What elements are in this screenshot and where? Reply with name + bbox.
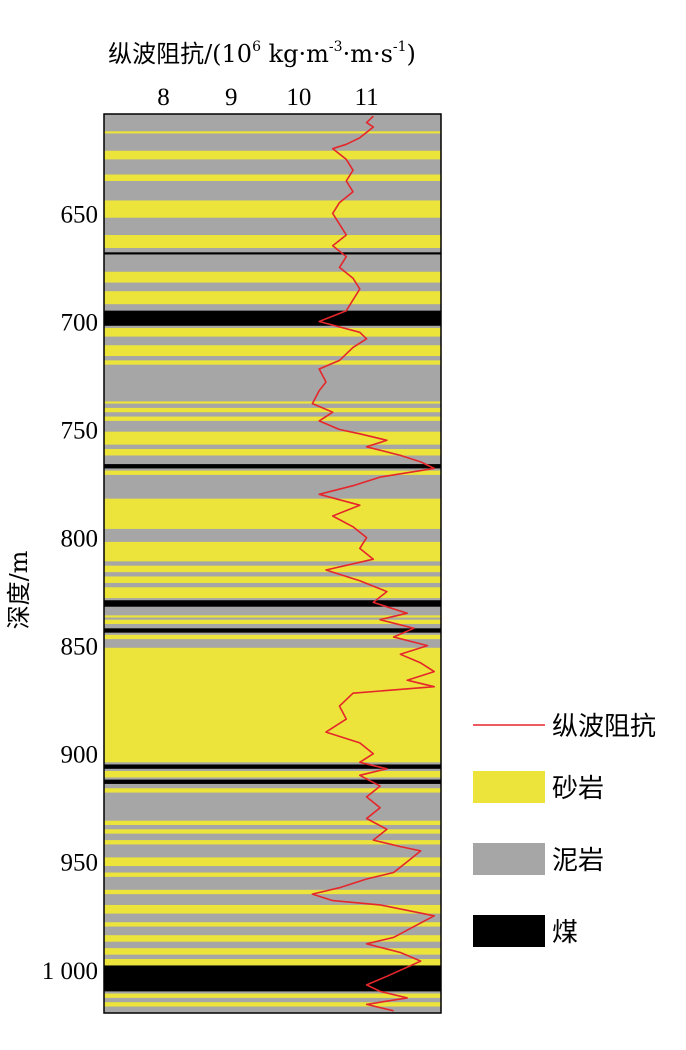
lithology-band-29 xyxy=(104,647,441,763)
lithology-band-15 xyxy=(104,431,441,445)
lithology-band-28 xyxy=(104,634,441,640)
lithology-band-22 xyxy=(104,576,441,583)
lithology-band-13 xyxy=(104,407,441,413)
lithology-band-40 xyxy=(104,904,441,914)
lithology-band-0 xyxy=(104,131,441,134)
x-axis: 8 9 10 11 xyxy=(157,84,379,128)
lithology-band-47 xyxy=(104,1002,441,1007)
lithology-band-5 xyxy=(104,252,441,255)
legend-swatch-patch xyxy=(473,771,545,803)
y-tick-label: 1 000 xyxy=(42,958,98,985)
lithology-band-34 xyxy=(104,820,441,825)
y-tick-label: 900 xyxy=(61,742,99,769)
lithology-band-35 xyxy=(104,829,441,834)
lithology-band-21 xyxy=(104,565,441,573)
y-axis: 650 700 750 800 850 900 950 1 000 xyxy=(42,201,116,985)
lithology-band-42 xyxy=(104,935,441,942)
x-tick-label: 11 xyxy=(355,84,379,111)
lithology-band-31 xyxy=(104,770,441,778)
lithology-band-30 xyxy=(104,764,441,769)
chart-title: 纵波阻抗/(106 kg·m-3·m·s-1) xyxy=(108,39,416,68)
y-tick-label: 800 xyxy=(61,526,99,553)
x-tick-label: 8 xyxy=(157,84,170,111)
legend-label: 煤 xyxy=(552,918,578,948)
lithology-band-27 xyxy=(104,628,441,633)
legend-swatch-patch xyxy=(473,843,545,875)
lithology-band-24 xyxy=(104,600,441,607)
lithology-band-1 xyxy=(104,150,441,160)
x-tick-label: 10 xyxy=(286,84,311,111)
series-line-0 xyxy=(311,115,435,1012)
legend-swatch-patch xyxy=(473,915,545,947)
plot-frame xyxy=(103,113,442,1014)
lithology-band-11 xyxy=(104,360,441,365)
lithology-band-26 xyxy=(104,619,441,625)
lithology-band-25 xyxy=(104,615,441,618)
lithology-band-43 xyxy=(104,948,441,955)
x-tick-label: 9 xyxy=(225,84,238,111)
lithology-band-39 xyxy=(104,889,441,895)
lithology-band-38 xyxy=(104,872,441,877)
lithology-band-44 xyxy=(104,958,441,966)
lithology-band-14 xyxy=(104,416,441,421)
y-tick-label: 950 xyxy=(61,850,99,877)
lithology-band-17 xyxy=(104,464,441,469)
lithology-band-33 xyxy=(104,788,441,793)
lithology-band-41 xyxy=(104,922,441,927)
lithology-band-23 xyxy=(104,587,441,599)
lithology-band-2 xyxy=(104,174,441,181)
lithology-band-46 xyxy=(104,993,441,998)
y-axis-label: 深度/m xyxy=(5,550,33,629)
lithology-band-6 xyxy=(104,271,441,283)
plot-area xyxy=(103,113,442,1014)
lithology-band-19 xyxy=(104,498,441,529)
lithology-band-36 xyxy=(104,840,441,845)
legend-label: 泥岩 xyxy=(552,846,604,876)
lithology-band-20 xyxy=(104,541,441,562)
y-tick-label: 650 xyxy=(61,201,99,228)
lithology-band-7 xyxy=(104,291,441,305)
lithology-band-10 xyxy=(104,345,441,357)
lithology-band-18 xyxy=(104,470,441,475)
lithology-band-32 xyxy=(104,779,441,784)
lithology-background xyxy=(104,114,441,1013)
legend-label: 砂岩 xyxy=(552,774,604,804)
lithology-band-3 xyxy=(104,200,441,218)
lithology-band-12 xyxy=(104,401,441,404)
legend-label: 纵波阻抗 xyxy=(552,712,656,742)
lithology-band-45 xyxy=(104,965,441,992)
y-tick-label: 850 xyxy=(61,634,99,661)
lithology-band-9 xyxy=(104,327,441,337)
y-tick-label: 700 xyxy=(61,309,99,336)
y-tick-label: 750 xyxy=(61,418,99,445)
lithology-band-37 xyxy=(104,857,441,867)
lithology-band-8 xyxy=(104,310,441,326)
lithology-band-16 xyxy=(104,448,441,456)
lithology-band-4 xyxy=(104,235,441,248)
